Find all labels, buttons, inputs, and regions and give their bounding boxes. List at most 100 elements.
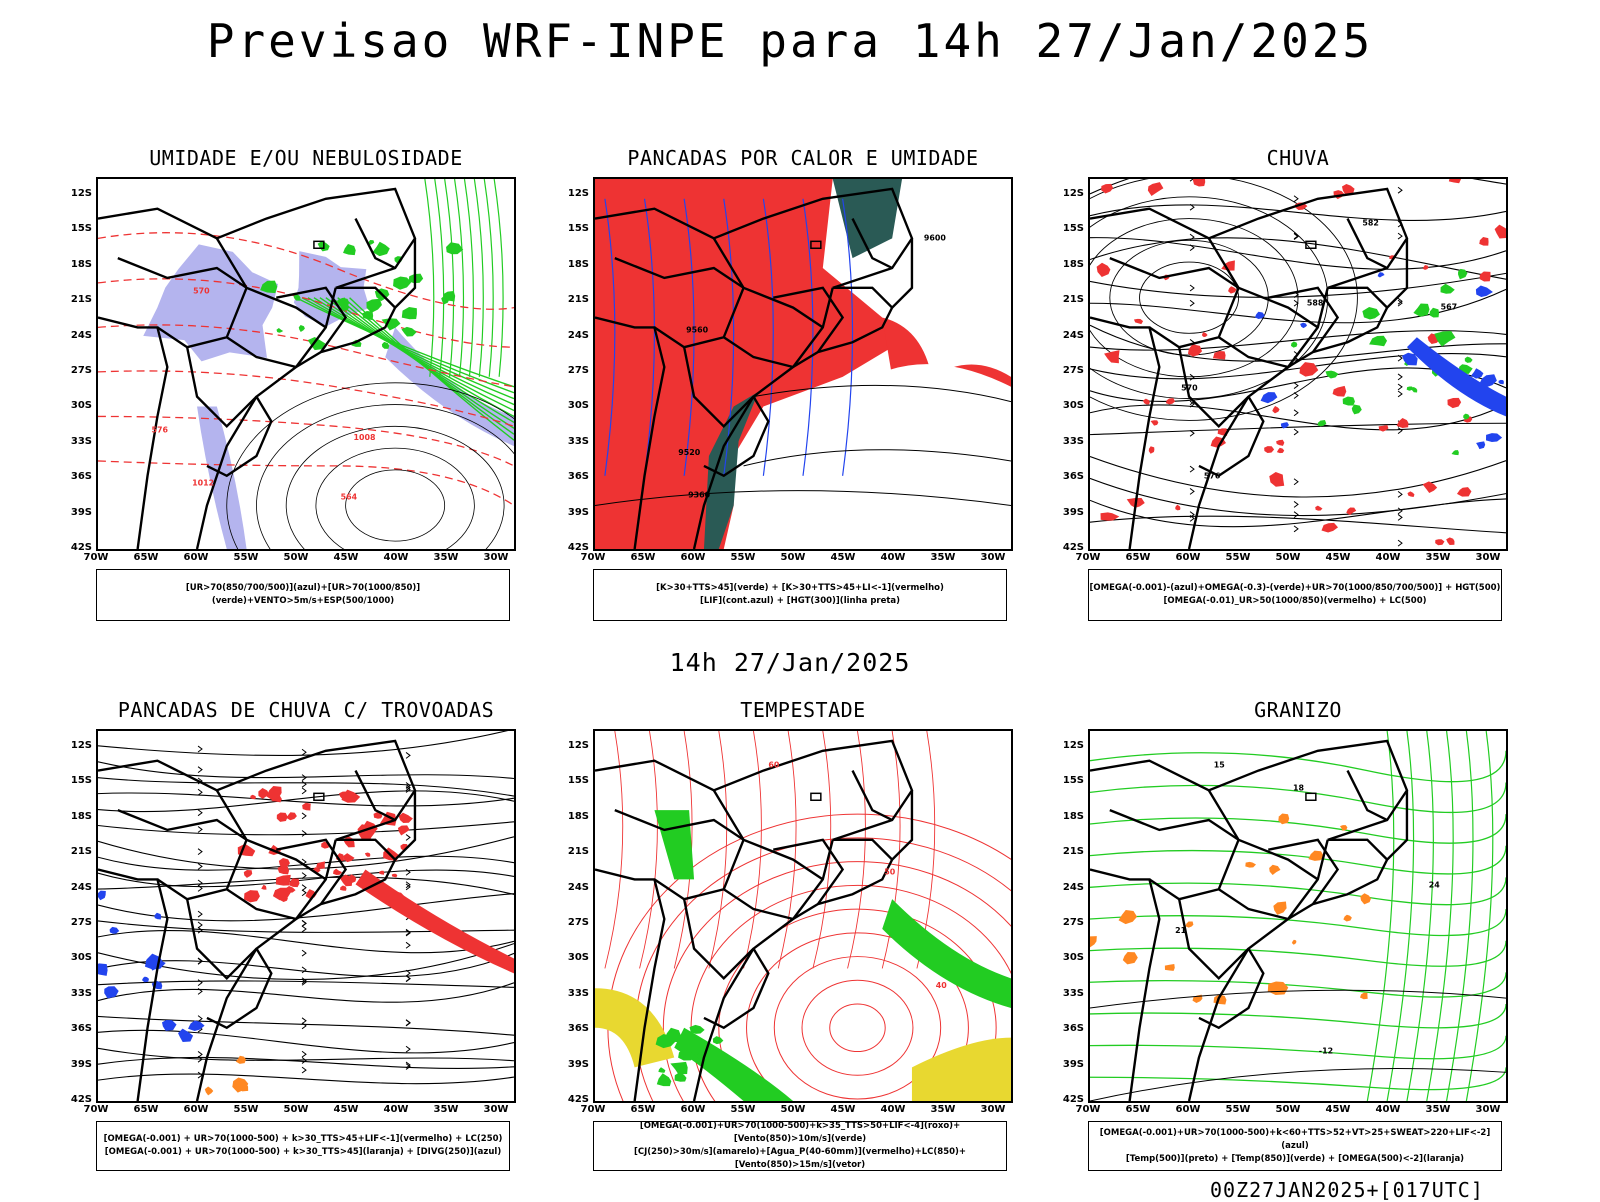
sub-title: 14h 27/Jan/2025: [669, 648, 911, 677]
field-patch: [260, 280, 278, 294]
lat-tick-label: 36S: [1062, 471, 1084, 483]
border-line: [692, 839, 834, 1101]
contour-line: [98, 460, 514, 507]
border-line: [1090, 868, 1161, 1101]
lon-tick-label: 50W: [1275, 552, 1301, 563]
field-patch: [243, 890, 260, 903]
streamline-arrow: [405, 941, 411, 949]
lat-tick-label: 36S: [567, 471, 589, 483]
field-patch: [250, 794, 256, 800]
streamline: [1090, 272, 1506, 298]
field-patch: [1429, 307, 1440, 318]
field-patch: [1448, 179, 1462, 184]
streamline-arrow: [301, 830, 307, 837]
lat-tick-label: 21S: [70, 846, 92, 858]
streamline-arrow: [197, 957, 203, 965]
field-patch: [333, 868, 343, 876]
lon-tick-label: 55W: [1225, 1104, 1251, 1115]
field-patch: [1269, 472, 1285, 487]
field-patch: [655, 1034, 677, 1049]
field-patch: [1422, 481, 1438, 494]
border-line: [851, 218, 893, 270]
contour-line: [842, 198, 854, 476]
lon-tick-label: 30W: [980, 552, 1006, 563]
streamline-arrow: [197, 745, 203, 753]
streamline-arrow: [197, 777, 203, 785]
panel-legend: [OMEGA(-0.001)+UR>70(1000-500)+k<60+TTS>…: [1088, 1121, 1502, 1171]
field-patch: [1377, 272, 1385, 278]
field-patch: [1267, 981, 1289, 995]
field-patch: [1317, 419, 1327, 427]
lat-tick-label: 18S: [70, 258, 92, 270]
streamline-arrow: [1397, 232, 1403, 240]
field-patch: [343, 853, 355, 863]
streamline: [1090, 237, 1506, 270]
field-patch: [276, 327, 284, 333]
lat-tick-label: 12S: [1062, 188, 1084, 199]
contour-label: 570: [1181, 384, 1198, 393]
field-patch: [1300, 322, 1308, 329]
contour-label: 21: [1175, 926, 1186, 935]
streamline-arrow: [197, 921, 203, 929]
field-patch: [272, 887, 291, 901]
field-patch: [1341, 184, 1355, 196]
border-line: [1090, 316, 1161, 549]
contour-label: 60: [768, 761, 780, 770]
contour-line: [1090, 750, 1506, 783]
field-patch: [1485, 433, 1503, 443]
streamline: [98, 731, 508, 757]
field-patch: [1479, 236, 1489, 246]
border-line: [832, 286, 893, 309]
field-patch: [266, 786, 282, 801]
field-patch: [398, 812, 413, 824]
border-line: [595, 739, 914, 841]
lat-tick-label: 24S: [70, 329, 92, 341]
contour-label: 9600: [924, 233, 947, 242]
lon-tick-label: 40W: [880, 1104, 906, 1115]
field-patch: [1101, 183, 1114, 194]
map-panel: 40 50 60: [593, 729, 1013, 1103]
lon-tick-label: 35W: [1425, 1104, 1451, 1115]
field-patch: [1471, 368, 1484, 379]
wind-850-area: [674, 1027, 794, 1101]
contour-line: [98, 415, 514, 467]
contour-line: [881, 731, 901, 969]
lon-tick-label: 65W: [630, 1104, 656, 1115]
field-patch: [1440, 283, 1455, 294]
map-panel: 588 582 576 570 567: [1088, 177, 1508, 551]
field-patch: [1463, 413, 1470, 420]
field-patch: [1446, 537, 1455, 546]
border-line: [1268, 286, 1340, 353]
border-line: [810, 792, 822, 801]
streamline-arrow: [1293, 478, 1299, 486]
field-patch: [443, 290, 456, 302]
field-patch: [161, 1019, 177, 1031]
field-patch: [712, 1036, 724, 1045]
contour-line: [662, 861, 1011, 1101]
streamline-arrow: [197, 926, 203, 934]
streamline-arrow: [301, 780, 307, 788]
field-patch: [1396, 418, 1409, 429]
lon-tick-label: 35W: [433, 552, 459, 563]
lon-tick-label: 60W: [1175, 552, 1201, 563]
lon-tick-label: 70W: [1075, 552, 1101, 563]
border-line: [117, 809, 249, 901]
lat-tick-label: 27S: [567, 365, 589, 376]
border-line: [1346, 218, 1388, 270]
lat-tick-label: 12S: [1062, 740, 1084, 751]
contour-label: -12: [1319, 1047, 1333, 1056]
field-patch: [1451, 450, 1459, 456]
field-patch: [1435, 539, 1445, 546]
field-patch: [321, 841, 331, 849]
contour-label: 1008: [354, 433, 377, 442]
streamline-arrow: [1293, 409, 1299, 417]
border-line: [1177, 898, 1250, 981]
contour-label: 576: [1204, 472, 1221, 481]
lon-tick-label: 35W: [930, 552, 956, 563]
border-line: [792, 238, 914, 368]
border-line: [117, 257, 249, 349]
lon-tick-label: 45W: [333, 552, 359, 563]
contour-line: [1386, 731, 1415, 1101]
humidity-patch: [143, 244, 279, 362]
lat-tick-label: 18S: [70, 810, 92, 822]
